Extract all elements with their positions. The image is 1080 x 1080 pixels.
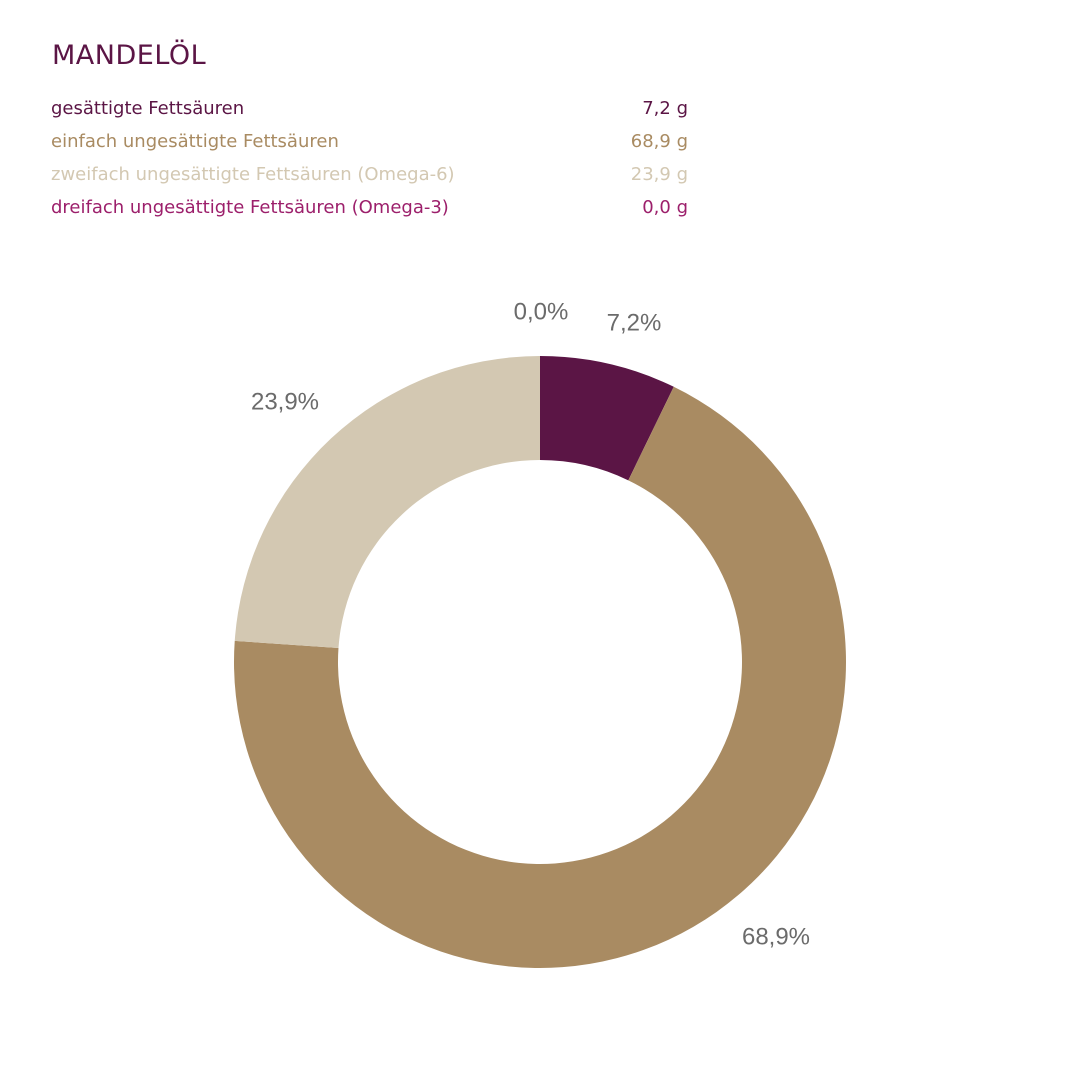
donut-slice — [234, 386, 847, 968]
legend-row-omega3: dreifach ungesättigte Fettsäuren (Omega-… — [51, 191, 688, 224]
legend-row-monounsaturated: einfach ungesättigte Fettsäuren 68,9 g — [51, 125, 688, 158]
legend-row-omega6: zweifach ungesättigte Fettsäuren (Omega-… — [51, 158, 688, 191]
legend-value: 23,9 g — [630, 164, 688, 185]
donut-slice — [234, 356, 540, 649]
legend-value: 7,2 g — [642, 98, 688, 119]
legend-label: einfach ungesättigte Fettsäuren — [51, 131, 339, 152]
legend-row-saturated: gesättigte Fettsäuren 7,2 g — [51, 92, 688, 125]
donut-slice — [540, 356, 674, 481]
slice-percent-label: 68,9% — [742, 923, 810, 950]
legend: gesättigte Fettsäuren 7,2 g einfach unge… — [51, 92, 688, 224]
legend-label: gesättigte Fettsäuren — [51, 98, 245, 119]
legend-label: dreifach ungesättigte Fettsäuren (Omega-… — [51, 197, 449, 218]
slice-percent-label: 0,0% — [514, 298, 569, 325]
slice-percent-label: 23,9% — [251, 388, 319, 415]
legend-value: 0,0 g — [642, 197, 688, 218]
chart-title: MANDELÖL — [52, 40, 207, 71]
legend-value: 68,9 g — [630, 131, 688, 152]
slice-percent-label: 7,2% — [607, 309, 662, 336]
legend-label: zweifach ungesättigte Fettsäuren (Omega-… — [51, 164, 455, 185]
